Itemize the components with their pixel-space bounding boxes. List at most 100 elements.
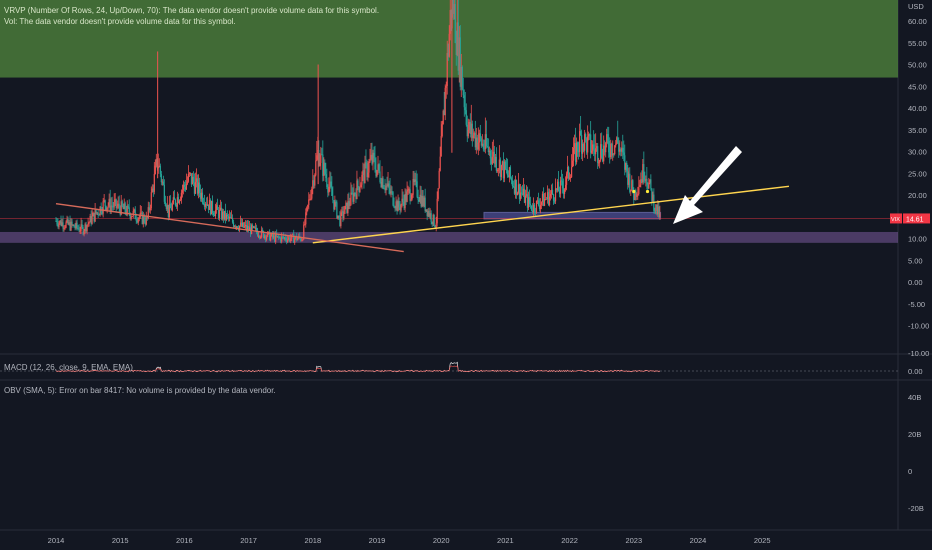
candle-body <box>484 134 486 150</box>
candle-body <box>338 215 340 217</box>
candle-body <box>442 110 444 125</box>
candle-body <box>441 124 443 137</box>
candle-body <box>350 192 352 206</box>
candle-body <box>266 236 268 240</box>
candle-body <box>645 178 647 181</box>
candle-body <box>186 181 189 184</box>
candle-body <box>292 234 294 236</box>
candle-body <box>548 196 551 205</box>
candle-body <box>143 216 145 223</box>
candle-body <box>491 156 493 164</box>
candle-body <box>91 216 93 224</box>
candle-body <box>166 204 168 210</box>
candle-body <box>234 226 237 228</box>
candle-body <box>253 226 255 228</box>
candle-body <box>476 137 478 150</box>
candle-body <box>223 210 226 220</box>
candle-body <box>628 173 630 185</box>
candle-body <box>372 152 374 164</box>
candle-body <box>335 201 337 203</box>
candle-body <box>254 226 256 229</box>
obv-tick-label: 0 <box>908 467 912 476</box>
candle-body <box>148 207 150 211</box>
candle-body <box>215 205 218 210</box>
candle-body <box>284 237 286 239</box>
candle-body <box>485 134 487 147</box>
macd-legend[interactable]: MACD (12, 26, close, 9, EMA, EMA) <box>4 363 133 372</box>
candle-body <box>524 195 527 203</box>
obv-legend[interactable]: OBV (SMA, 5): Error on bar 8417: No volu… <box>4 386 276 395</box>
candle-body <box>531 210 534 213</box>
candle-body <box>415 179 417 182</box>
candle-body <box>150 192 152 209</box>
candle-body <box>520 192 523 194</box>
candle-body <box>626 162 628 172</box>
candle-body <box>579 131 581 152</box>
candle-body <box>381 178 383 188</box>
candle-body <box>105 206 107 211</box>
candle-body <box>283 236 285 239</box>
candle-body <box>347 201 349 214</box>
candle-body <box>537 200 540 206</box>
candle-body <box>378 164 380 172</box>
candle-body <box>367 172 369 178</box>
price-tick-label: 50.00 <box>908 61 927 70</box>
candle-body <box>374 158 376 170</box>
candle-body <box>333 200 335 210</box>
candle-body <box>182 184 184 191</box>
candle-body <box>440 136 442 157</box>
candle-body <box>71 221 73 226</box>
candle-body <box>634 190 636 201</box>
candle-body <box>363 170 365 184</box>
candle-body <box>269 231 271 241</box>
candle-body <box>635 190 637 197</box>
candle-body <box>81 224 83 227</box>
candle-body <box>496 170 498 171</box>
candle-body <box>414 179 416 183</box>
candle-body <box>124 203 126 213</box>
candle-body <box>654 210 656 212</box>
candle-body <box>273 235 275 238</box>
candle-body <box>558 191 561 194</box>
candle-body <box>216 205 219 210</box>
candle-body <box>576 142 578 163</box>
candle-body <box>609 152 611 158</box>
candle-body <box>384 188 386 191</box>
candle-body <box>641 179 643 183</box>
candle-body <box>403 202 405 209</box>
candle-body <box>376 170 378 177</box>
candle-body <box>594 149 596 155</box>
candle-body <box>111 205 113 207</box>
candle-body <box>600 144 602 160</box>
candle-body <box>651 188 653 202</box>
candle-body <box>370 154 372 160</box>
symbol-badge-label: VIX <box>891 217 900 223</box>
candle-body <box>493 151 495 164</box>
price-tick-label: 5.00 <box>908 256 923 265</box>
candle-body <box>353 192 355 202</box>
candle-body <box>479 133 481 139</box>
candle-body <box>141 212 143 225</box>
candle-body <box>113 202 115 208</box>
candle-body <box>570 177 572 179</box>
candle-body <box>528 197 531 204</box>
candle-body <box>565 173 568 185</box>
candle-body <box>108 198 110 206</box>
candle-body <box>411 194 413 200</box>
candle-body <box>169 203 171 209</box>
candle-body <box>146 217 148 219</box>
candle-body <box>590 134 592 153</box>
candle-body <box>556 181 559 191</box>
candle-body <box>330 181 332 188</box>
candle-body <box>220 207 223 220</box>
candle-body <box>557 181 560 192</box>
candle-body <box>276 234 278 237</box>
candle-body <box>131 216 133 218</box>
vol-legend[interactable]: Vol: The data vendor doesn't provide vol… <box>4 17 236 26</box>
vrvp-legend[interactable]: VRVP (Number Of Rows, 24, Up/Down, 70): … <box>4 6 380 15</box>
price-tick-label: -10.00 <box>908 322 929 331</box>
candle-body <box>639 184 641 187</box>
candle-body <box>219 207 222 210</box>
candle-body <box>486 146 488 147</box>
